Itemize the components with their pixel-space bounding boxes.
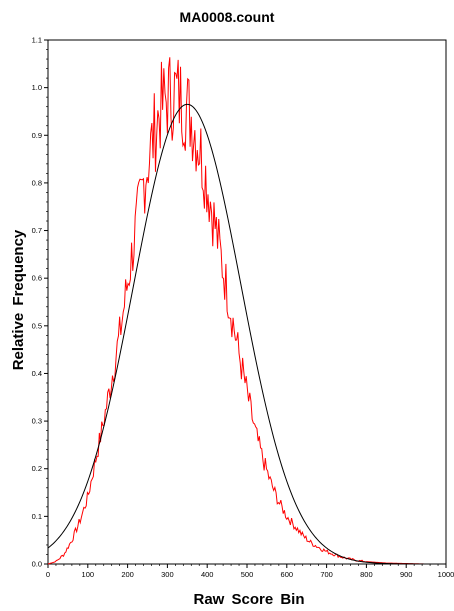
y-tick-label: 0.7: [32, 226, 42, 235]
plot-frame: [47, 39, 447, 565]
y-tick-label: 1.1: [32, 36, 42, 45]
x-tick-label: 600: [281, 570, 294, 579]
y-tick-label: 0.9: [32, 131, 42, 140]
x-tick-label: 700: [320, 570, 333, 579]
y-tick-label: 0.6: [32, 274, 42, 283]
x-tick-label: 200: [121, 570, 134, 579]
x-tick-label: 300: [161, 570, 174, 579]
x-tick-label: 100: [82, 570, 95, 579]
y-axis-label: Relative Frequency: [10, 229, 27, 370]
plot-series: [47, 57, 446, 565]
fitted-curve-line: [47, 103, 446, 565]
chart-title: MA0008.count: [180, 9, 275, 25]
y-tick-label: 1.0: [32, 83, 42, 92]
x-tick-label: 800: [360, 570, 373, 579]
x-tick-label: 500: [241, 570, 254, 579]
y-tick-label: 0.5: [32, 321, 42, 330]
y-tick-label: 0.1: [32, 512, 42, 521]
x-tick-label: 900: [400, 570, 413, 579]
x-tick-label: 1000: [438, 570, 454, 579]
y-tick-label: 0.2: [32, 464, 42, 473]
y-axis: 0.0 0.1 0.2 0.3 0.4 0.5 0.6 0.7 0.8 0.9 1.0 1.1: [32, 36, 48, 569]
y-tick-label: 0.8: [32, 178, 42, 187]
x-axis-label: Raw Score Bin: [193, 591, 304, 608]
y-tick-label: 0.0: [32, 560, 42, 569]
x-axis: 0 100 200 300 400 500 600 700 800 900 1000: [46, 564, 454, 579]
y-tick-label: 0.3: [32, 417, 42, 426]
y-tick-label: 0.4: [32, 369, 42, 378]
x-tick-label: 0: [46, 570, 50, 579]
observed-frequency-line: [47, 57, 446, 565]
x-tick-label: 400: [201, 570, 214, 579]
